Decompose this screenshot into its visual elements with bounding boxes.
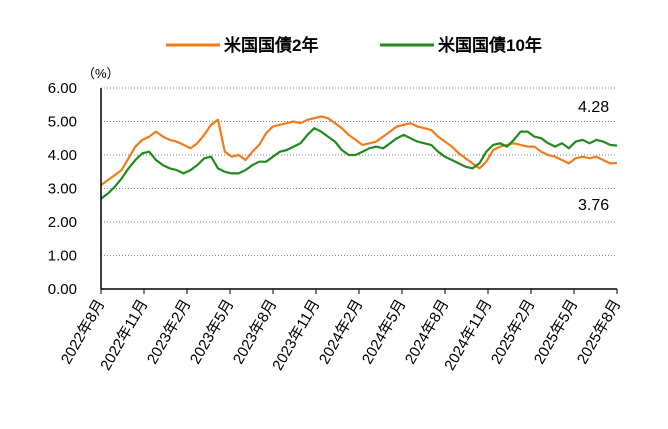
y-axis-ticks: 0.00 1.00 2.00 3.00 4.00 5.00 6.00: [48, 80, 77, 298]
x-tick-label: 2023年5月: [187, 297, 238, 368]
series-line-10y: [100, 127, 618, 200]
legend-label: 米国国債10年: [438, 35, 542, 55]
axes: [100, 88, 617, 290]
y-tick-label: 6.00: [48, 80, 77, 97]
y-tick-label: 0.00: [48, 281, 77, 298]
y-tick-label: 5.00: [48, 114, 77, 131]
x-tick-label: 2023年2月: [144, 297, 195, 368]
gridlines: [101, 87, 617, 256]
annotation-10y-latest: 4.28: [578, 99, 609, 116]
y-tick-label: 4.00: [48, 147, 77, 164]
y-tick-label: 1.00: [48, 248, 77, 265]
x-tick-label: 2024年5月: [359, 297, 410, 368]
x-tick-label: 2022年8月: [58, 297, 109, 368]
x-tick-label: 2023年8月: [230, 297, 281, 368]
series-line-2y: [100, 115, 618, 186]
y-unit-label: （%）: [82, 66, 120, 81]
legend: 米国国債2年 米国国債10年: [166, 35, 542, 55]
series-lines: [100, 115, 618, 200]
x-tick-label: 2025年5月: [531, 297, 582, 368]
annotation-2y-latest: 3.76: [578, 197, 609, 214]
y-tick-label: 2.00: [48, 214, 77, 231]
x-tick-label: 2025年8月: [574, 297, 625, 368]
x-tick-label: 2024年2月: [316, 297, 367, 368]
x-tick-label: 2025年2月: [488, 297, 539, 368]
x-axis-ticks: 2022年8月2022年11月2023年2月2023年5月2023年8月2023…: [58, 289, 625, 373]
legend-label: 米国国債2年: [224, 35, 318, 55]
x-tick-label: 2024年8月: [402, 297, 453, 368]
y-tick-label: 3.00: [48, 181, 77, 198]
